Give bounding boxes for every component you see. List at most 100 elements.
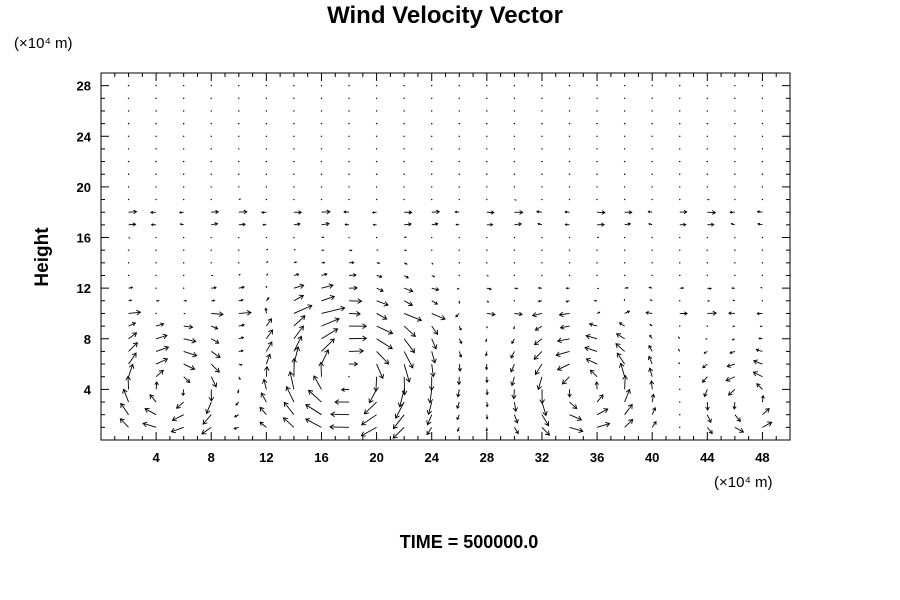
vector-dot xyxy=(348,160,350,163)
vector-arrowhead xyxy=(653,420,657,425)
vector-arrow xyxy=(403,351,414,369)
vector-arrowhead xyxy=(150,223,154,227)
vector-dot xyxy=(320,97,323,100)
vector-dot xyxy=(679,148,681,150)
vector-arrowhead xyxy=(262,378,268,384)
vector-dot xyxy=(679,401,681,403)
vector-arrow xyxy=(753,360,763,365)
vector-dot xyxy=(210,148,212,150)
vector-arrowhead xyxy=(351,261,355,265)
vector-arrow xyxy=(182,389,185,396)
vector-dot xyxy=(375,97,378,100)
vector-arrowhead xyxy=(262,223,265,226)
vector-dot xyxy=(623,84,626,87)
vector-dot xyxy=(182,122,185,125)
vector-dot xyxy=(568,274,571,277)
vector-dot xyxy=(182,84,185,87)
vector-arrowhead xyxy=(408,287,414,293)
vector-dot xyxy=(541,135,543,137)
vector-dot xyxy=(513,262,516,264)
vector-dot xyxy=(568,236,571,239)
y-tick-label: 12 xyxy=(77,281,91,296)
vector-dot xyxy=(155,97,157,100)
vector-dot xyxy=(541,160,543,163)
vector-arrow xyxy=(376,363,384,379)
vector-arrowhead xyxy=(435,287,440,292)
vector-dot xyxy=(293,110,295,112)
vector-arrowhead xyxy=(531,312,537,318)
vector-arrowhead xyxy=(307,389,314,395)
vector-dot xyxy=(127,274,130,277)
vector-arrowhead xyxy=(756,312,760,316)
y-tick-label: 8 xyxy=(84,332,91,347)
vector-arrow xyxy=(651,421,657,428)
vector-dot xyxy=(403,97,405,100)
vector-dot xyxy=(568,122,571,125)
vector-dot xyxy=(210,97,212,100)
vector-arrowhead xyxy=(297,335,303,341)
vector-dot xyxy=(458,84,460,87)
vector-arrow xyxy=(569,414,582,421)
vector-dot xyxy=(210,135,212,137)
vector-dot xyxy=(293,148,295,150)
vector-arrowhead xyxy=(519,209,524,215)
vector-arrow xyxy=(458,338,463,344)
vector-dot xyxy=(513,300,516,302)
vector-dot xyxy=(513,249,516,251)
vector-dot xyxy=(568,148,571,150)
vector-dot xyxy=(651,198,653,201)
vector-dot xyxy=(265,198,268,201)
vector-dot xyxy=(375,198,378,201)
vector-dot xyxy=(458,97,460,100)
vector-arrowhead xyxy=(288,370,294,377)
vector-arrowhead xyxy=(459,328,462,331)
vector-dot xyxy=(155,110,157,112)
vector-dot xyxy=(541,262,543,264)
vector-arrowhead xyxy=(678,362,680,364)
vector-arrowhead xyxy=(266,353,272,359)
vector-arrow xyxy=(619,322,625,327)
vector-dot xyxy=(182,160,185,163)
vector-arrow xyxy=(376,338,393,350)
vector-arrowhead xyxy=(264,307,268,311)
vector-arrowhead xyxy=(710,222,715,227)
vector-arrowhead xyxy=(647,355,653,361)
vector-dot xyxy=(596,110,598,112)
vector-dot xyxy=(458,274,460,277)
vector-dot xyxy=(596,148,598,150)
vector-dot xyxy=(155,262,157,264)
vector-dot xyxy=(182,97,185,100)
vector-arrowhead xyxy=(298,210,303,215)
x-tick-label: 16 xyxy=(314,450,328,465)
vector-arrow xyxy=(293,223,301,226)
vector-arrowhead xyxy=(511,340,515,345)
vector-arrow xyxy=(265,354,271,365)
vector-dot xyxy=(513,97,516,100)
vector-dot xyxy=(458,122,460,125)
vector-arrow xyxy=(210,363,220,373)
vector-arrow xyxy=(616,333,625,340)
vector-arrowhead xyxy=(359,348,365,354)
vector-dot xyxy=(513,84,516,87)
vector-arrow xyxy=(624,419,633,428)
vector-dot xyxy=(679,262,681,264)
vector-arrow xyxy=(210,351,221,358)
vector-arrow xyxy=(144,408,157,416)
vector-dot xyxy=(651,110,653,112)
vector-arrowhead xyxy=(282,417,288,423)
vector-arrowhead xyxy=(683,222,687,227)
vector-dot xyxy=(265,236,268,239)
vector-dot xyxy=(706,97,709,100)
vector-arrowhead xyxy=(343,210,347,214)
vector-dot xyxy=(596,249,598,251)
vector-arrowhead xyxy=(567,393,572,398)
vector-arrow xyxy=(211,325,218,330)
vector-arrowhead xyxy=(323,261,326,264)
vector-dot xyxy=(651,135,653,137)
vector-dot xyxy=(265,110,268,112)
vector-dot xyxy=(706,186,709,188)
vector-arrowhead xyxy=(615,343,621,349)
vector-dot xyxy=(155,186,157,188)
vector-arrowhead xyxy=(564,210,568,214)
